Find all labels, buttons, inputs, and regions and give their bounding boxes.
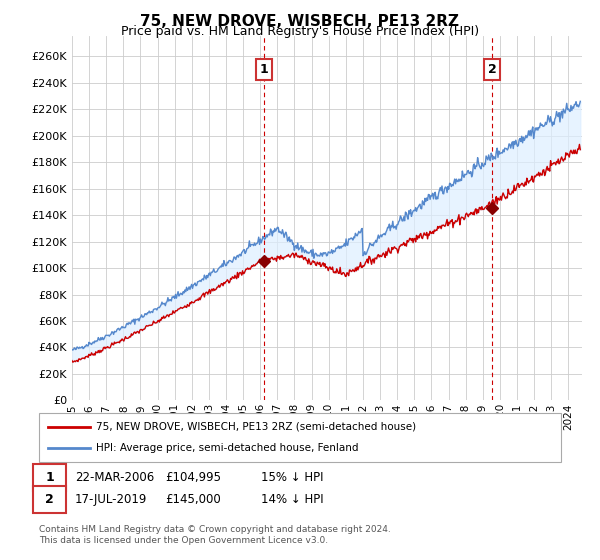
- Text: Price paid vs. HM Land Registry's House Price Index (HPI): Price paid vs. HM Land Registry's House …: [121, 25, 479, 38]
- Text: 2: 2: [488, 63, 496, 76]
- Text: 17-JUL-2019: 17-JUL-2019: [75, 493, 148, 506]
- Text: 75, NEW DROVE, WISBECH, PE13 2RZ: 75, NEW DROVE, WISBECH, PE13 2RZ: [140, 14, 460, 29]
- Text: £145,000: £145,000: [165, 493, 221, 506]
- Text: Contains HM Land Registry data © Crown copyright and database right 2024.
This d: Contains HM Land Registry data © Crown c…: [39, 525, 391, 545]
- Text: 22-MAR-2006: 22-MAR-2006: [75, 470, 154, 484]
- Text: 14% ↓ HPI: 14% ↓ HPI: [261, 493, 323, 506]
- Text: 75, NEW DROVE, WISBECH, PE13 2RZ (semi-detached house): 75, NEW DROVE, WISBECH, PE13 2RZ (semi-d…: [96, 422, 416, 432]
- Text: HPI: Average price, semi-detached house, Fenland: HPI: Average price, semi-detached house,…: [96, 444, 359, 454]
- Text: 2: 2: [45, 493, 54, 506]
- Text: 1: 1: [260, 63, 268, 76]
- Text: 1: 1: [45, 470, 54, 484]
- Text: £104,995: £104,995: [165, 470, 221, 484]
- Text: 15% ↓ HPI: 15% ↓ HPI: [261, 470, 323, 484]
